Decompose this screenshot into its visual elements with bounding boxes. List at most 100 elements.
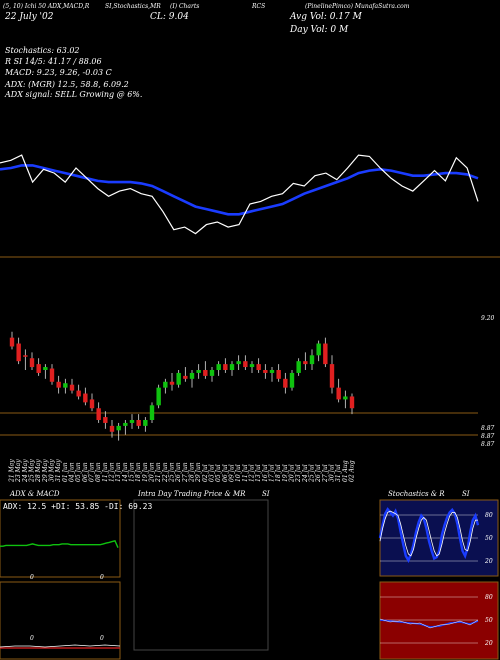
adx-line	[0, 539, 119, 548]
date-tick-label: 17 Jul	[269, 464, 276, 482]
date-tick-label: 06 Jun	[82, 462, 89, 482]
macd-readout: MACD: 9.23, 9.26, -0.03 C	[5, 68, 112, 77]
candle-body	[256, 364, 261, 370]
candle-body	[156, 387, 161, 406]
header-symbol: RCS	[252, 3, 266, 10]
stochastic-lines	[378, 507, 480, 564]
candle-body	[49, 368, 55, 382]
date-tick-label: 01 Jun	[62, 462, 69, 482]
candle-body	[136, 420, 141, 426]
date-tick-label: 21 May	[9, 459, 16, 483]
candle-body	[149, 405, 155, 420]
date-tick-label: 20 Jul	[289, 464, 296, 483]
date-tick-label: 25 Jun	[169, 462, 176, 483]
date-tick-label: 10 Jul	[235, 464, 242, 482]
candle-body	[29, 358, 35, 368]
average-line	[0, 164, 479, 216]
rsi-line-secondary	[379, 618, 479, 629]
candle-body	[16, 343, 21, 362]
rsi-label-20: 20	[484, 640, 493, 647]
candle-body	[109, 425, 115, 432]
candle-body	[236, 361, 241, 365]
stoch-fast	[378, 507, 480, 564]
date-tick-label: 13 Jun	[115, 462, 122, 482]
stoch-slow	[379, 510, 478, 557]
candle-body	[129, 420, 135, 423]
date-tick-label: 18 Jul	[275, 464, 282, 482]
date-tick-label: 28 Jun	[189, 462, 196, 483]
date-tick-label: 24 Jul	[302, 464, 309, 483]
header-brand: (PinelinePimco) MunafaSutra.com	[305, 3, 410, 10]
candle-body	[36, 364, 41, 373]
date-tick-label: 15 Jun	[129, 462, 136, 482]
date-axis: 21 May 23 May 24 May 25 May 28 May 29 May 30 M…	[9, 459, 356, 483]
stoch-label-80: 80	[485, 512, 493, 519]
stoch-label-50: 50	[485, 535, 493, 542]
date-tick-label: 19 Jun	[142, 462, 149, 482]
candle-body	[103, 417, 108, 423]
candle-body	[63, 383, 68, 388]
candle-body	[69, 384, 75, 391]
date-tick-label: 11 Jun	[102, 462, 109, 482]
rsi-label-50: 50	[485, 617, 493, 624]
date-tick-label: 29 May	[42, 459, 49, 483]
stoch-panel-suffix: SI	[462, 490, 470, 498]
intraday-panel-frame	[133, 499, 269, 651]
date-tick-label: 08 Jun	[95, 462, 102, 482]
date-tick-label: 31 Jul	[335, 464, 342, 482]
intraday-panel-title: Intra Day Trading Price & MR	[138, 490, 246, 498]
candle-body	[223, 364, 228, 370]
header-line1-left: (5, 10) Ichi 50 ADX,MACD,R	[3, 3, 90, 10]
rsi-label-80: 80	[485, 594, 493, 601]
candle-body	[243, 361, 248, 368]
candle-body	[343, 396, 348, 400]
candle-body	[116, 425, 121, 431]
rsi-line	[379, 619, 479, 628]
average-series	[0, 164, 479, 216]
candle-body	[23, 355, 28, 357]
adx-series	[0, 539, 119, 548]
candle-body	[269, 370, 275, 373]
date-tick-label: 13 Jul	[255, 464, 262, 482]
rsi-readout: R SI 14/5: 41.17 / 88.06	[5, 57, 102, 66]
candlesticks	[9, 331, 355, 441]
candle-body	[189, 372, 195, 379]
price-level-low3: 8.87	[481, 441, 495, 448]
date-tick-label: 21 Jun	[155, 462, 162, 483]
macd-zero-marker: 0	[30, 635, 34, 642]
candle-body	[336, 387, 341, 400]
adx-panel-readout: ADX: 12.5 +DI: 53.85 -DI: 69.23	[3, 502, 153, 511]
candle-body	[216, 364, 221, 370]
candle-body	[83, 393, 88, 403]
candle-body	[209, 370, 215, 376]
date-tick-label: 02 Aug	[349, 460, 356, 482]
candle-body	[276, 370, 281, 379]
date-tick-label: 30 May	[49, 459, 56, 482]
date-tick-label: 31 May	[55, 459, 62, 482]
candle-body	[176, 372, 181, 385]
date-tick-label: 05 Jun	[75, 462, 82, 482]
date-tick-label: 28 May	[35, 459, 42, 483]
date-tick-label: 20 Jun	[149, 462, 156, 483]
adx-signal: ADX signal: SELL Growing @ 6%.	[5, 90, 143, 99]
candle-body	[123, 422, 128, 426]
date-label: 22 July '02	[5, 12, 54, 22]
date-tick-label: 25 May	[29, 459, 36, 483]
candle-body	[309, 355, 315, 365]
candle-body	[249, 364, 255, 368]
date-tick-label: 23 May	[15, 459, 22, 483]
candle-body	[96, 408, 101, 420]
adx-readout: ADX: (MGR) 12.5, 58.8, 6.09.2	[5, 80, 129, 89]
adx-right-marker: 0	[100, 574, 104, 581]
candle-body	[303, 361, 308, 365]
date-tick-label: 22 Jun	[162, 462, 169, 483]
date-tick-label: 06 Jul	[222, 464, 229, 482]
date-tick-label: 19 Jul	[282, 464, 289, 482]
candle-body	[289, 372, 295, 388]
date-tick-label: 27 Jul	[322, 464, 329, 483]
candle-body	[9, 337, 15, 347]
date-tick-label: 04 Jun	[69, 462, 76, 482]
rsi-panel-frame	[379, 581, 499, 660]
price-level-low2: 8.87	[481, 433, 495, 440]
